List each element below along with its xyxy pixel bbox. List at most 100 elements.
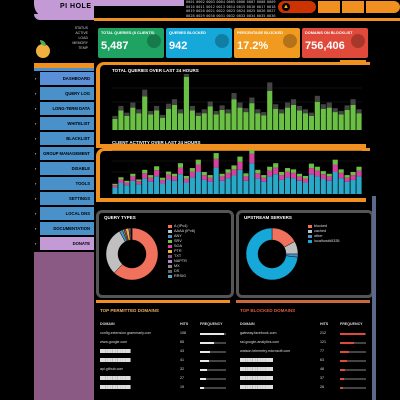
sidebar-item-long-term-data[interactable]: › LONG-TERM DATA (34, 102, 94, 115)
upstream-legend: blocked cached other localhost#5335 (308, 224, 364, 244)
sidebar-item-settings[interactable]: › SETTINGS (34, 192, 94, 205)
legend-item[interactable]: other (308, 234, 364, 239)
total-queries-title: TOTAL QUERIES OVER LAST 24 HOURS (112, 68, 199, 73)
sidebar-item-tools[interactable]: › TOOLS (34, 177, 94, 190)
top-code: 0025 (246, 9, 256, 13)
legend-item[interactable]: cached (308, 229, 364, 234)
stat-label: DOMAINS ON BLOCKLIST (305, 31, 353, 35)
sidebar-item-disable[interactable]: › DISABLE (34, 162, 94, 175)
domain-cell[interactable]: █████████████ (240, 376, 274, 380)
top-code: 0001 (186, 0, 195, 4)
hits-cell: 65 (180, 340, 184, 344)
chart-bar (136, 184, 142, 194)
domain-cell[interactable]: ssl.google-analytics.com (240, 340, 280, 344)
sidebar-item-blacklist[interactable]: › BLACKLIST (34, 132, 94, 145)
frequency-bar-track (200, 351, 226, 353)
stat-label: PERCENTAGE BLOCKED (237, 31, 283, 35)
legend-item[interactable]: blocked (308, 224, 364, 229)
legend-item[interactable]: A (IPv4) (168, 224, 224, 229)
table-row[interactable]: █████████████ 37 (240, 374, 370, 383)
chart-bar (314, 176, 320, 194)
legend-item[interactable]: SRV (168, 239, 224, 244)
legend-item[interactable]: RRSIG (168, 274, 224, 279)
domain-cell[interactable]: █████████████ (240, 358, 274, 362)
stat-box-pie[interactable]: PERCENTAGE BLOCKED 17.2% (234, 28, 300, 58)
scrollbar[interactable] (372, 196, 376, 400)
stat-box-hand[interactable]: QUERIES BLOCKED 942 (166, 28, 232, 58)
legend-item[interactable]: TXT (168, 254, 224, 259)
legend-item[interactable]: PTR (168, 249, 224, 254)
stat-box-list[interactable]: DOMAINS ON BLOCKLIST 756,406 (302, 28, 368, 58)
total-queries-panel (96, 62, 370, 147)
chart-bar (356, 113, 362, 130)
chart-bar (213, 114, 219, 130)
sidebar-item-documentation[interactable]: › DOCUMENTATION (34, 222, 94, 235)
domain-cell[interactable]: ████████████ (100, 358, 131, 362)
table-row[interactable]: ████████████ 43 (100, 347, 230, 356)
total-queries-chart (112, 74, 362, 130)
table-row[interactable]: █████████████ 26 (240, 383, 370, 392)
sidebar-item-donate[interactable]: › DONATE (34, 237, 94, 250)
table-row[interactable]: gateway.facebook.com 212 (240, 329, 370, 338)
sidebar-nav: › DASHBOARD › QUERY LOG › LONG-TERM DATA › WHIT… (34, 72, 94, 267)
domain-cell[interactable]: watson.telemetry.microsoft.com (240, 349, 291, 353)
pie-slice[interactable] (113, 227, 159, 281)
sidebar-item-query-log[interactable]: › QUERY LOG (34, 87, 94, 100)
domain-cell[interactable]: █████████████ (240, 385, 274, 389)
nav-marker (34, 237, 40, 250)
legend-item[interactable]: MX (168, 264, 224, 269)
sidebar-item-whitelist[interactable]: › WHITELIST (34, 117, 94, 130)
table-row[interactable]: ssl.google-analytics.com 121 (240, 338, 370, 347)
sidebar-stripe (34, 63, 94, 68)
chart-bar (290, 178, 297, 194)
table-header: DOMAIN HITS FREQUENCY (100, 320, 230, 329)
domain-cell[interactable]: www.google.com (100, 340, 128, 344)
domain-cell[interactable]: config.extension.grammarly.com (100, 331, 152, 335)
legend-item[interactable]: SOA (168, 244, 224, 249)
table-header: DOMAIN HITS FREQUENCY (240, 320, 370, 329)
legend-swatch (308, 230, 312, 233)
table-row[interactable]: config.extension.grammarly.com 108 (100, 329, 230, 338)
frequency-bar (200, 360, 210, 362)
chart-bar (154, 170, 160, 177)
legend-item[interactable]: NAPTR (168, 259, 224, 264)
legend-item[interactable]: AAAA (IPv6) (168, 229, 224, 234)
domain-cell[interactable]: ████████████ (100, 376, 131, 380)
table-row[interactable]: ████████████ 27 (100, 374, 230, 383)
sidebar-item-label: LOCAL DNS (65, 211, 90, 216)
chart-bar (267, 90, 273, 130)
table-row[interactable]: ████████████ 41 (100, 356, 230, 365)
domain-cell[interactable]: ████████████ (100, 385, 131, 389)
sidebar-item-dashboard[interactable]: › DASHBOARD (34, 72, 94, 85)
table-row[interactable]: █████████████ 48 (240, 365, 370, 374)
pihole-leaf-icon (40, 40, 46, 46)
table-row[interactable]: █████████████ 63 (240, 356, 370, 365)
panel-divider (96, 144, 366, 148)
domain-cell[interactable]: api.github.com (100, 367, 124, 371)
globe-icon (147, 34, 161, 48)
stat-value: 942 (169, 40, 188, 52)
pie-slice[interactable] (245, 227, 299, 281)
legend-item[interactable]: localhost#5335 (308, 239, 364, 244)
chart-bar (195, 116, 201, 130)
table-row[interactable]: api.github.com 32 (100, 365, 230, 374)
stat-box-globe[interactable]: TOTAL QUERIES (8 CLIENTS) 5,487 (98, 28, 164, 58)
frequency-bar (200, 351, 210, 353)
nav-marker (34, 102, 40, 115)
chart-bar (302, 109, 309, 114)
legend-item[interactable]: ANY (168, 234, 224, 239)
table-row[interactable]: www.google.com 65 (100, 338, 230, 347)
frequency-bar (340, 387, 344, 389)
domain-cell[interactable]: █████████████ (240, 367, 274, 371)
domain-cell[interactable]: gateway.facebook.com (240, 331, 277, 335)
top-code: 0031 (216, 13, 225, 18)
domain-cell[interactable]: ████████████ (100, 349, 131, 353)
legend-item[interactable]: DS (168, 269, 224, 274)
sidebar-item-local-dns[interactable]: › LOCAL DNS (34, 207, 94, 220)
top-code: 0033 (236, 13, 246, 18)
sidebar-item-group-management[interactable]: › GROUP MANAGEMENT (34, 147, 94, 160)
chart-bar (279, 172, 285, 176)
table-row[interactable]: ████████████ 19 (100, 383, 230, 392)
chart-bar (183, 178, 189, 183)
table-row[interactable]: watson.telemetry.microsoft.com 77 (240, 347, 370, 356)
